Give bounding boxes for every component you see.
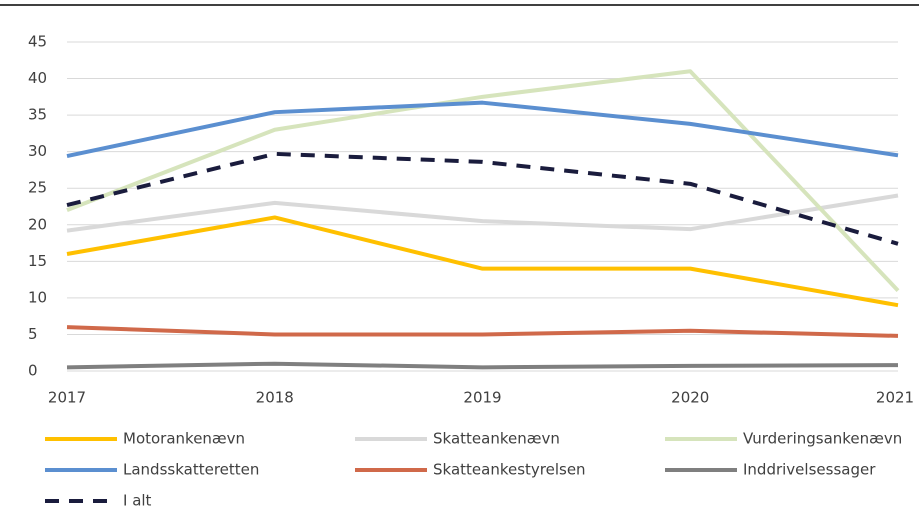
legend-label: I alt — [123, 492, 152, 510]
legend-label: Skatteankenævn — [433, 430, 560, 448]
y-tick-label: 10 — [28, 288, 47, 306]
series-line — [66, 193, 899, 233]
y-tick-label: 30 — [28, 142, 47, 160]
y-tick-label: 5 — [28, 325, 38, 343]
x-tick-label: 2017 — [48, 389, 86, 407]
series-line — [66, 325, 899, 338]
x-tick-label: 2019 — [463, 389, 501, 407]
series-line — [66, 151, 899, 246]
y-tick-label: 45 — [28, 33, 47, 51]
series-line — [66, 361, 899, 370]
y-tick-label: 25 — [28, 179, 47, 197]
x-tick-label: 2020 — [671, 389, 709, 407]
series-line — [66, 100, 899, 159]
y-tick-label: 0 — [28, 362, 38, 380]
x-tick-label: 2018 — [256, 389, 294, 407]
series-line — [66, 69, 900, 292]
y-tick-label: 35 — [28, 106, 47, 124]
legend-label: Inddrivelsessager — [743, 461, 876, 479]
legend-label: Motorankenævn — [123, 430, 245, 448]
y-tick-label: 40 — [28, 69, 47, 87]
series-line — [66, 215, 899, 308]
legend-label: Landsskatteretten — [123, 461, 259, 479]
legend-label: Skatteankestyrelsen — [433, 461, 586, 479]
y-tick-label: 20 — [28, 215, 47, 233]
y-tick-label: 15 — [28, 252, 47, 270]
legend-label: Vurderingsankenævn — [743, 430, 902, 448]
x-tick-label: 2021 — [876, 389, 914, 407]
